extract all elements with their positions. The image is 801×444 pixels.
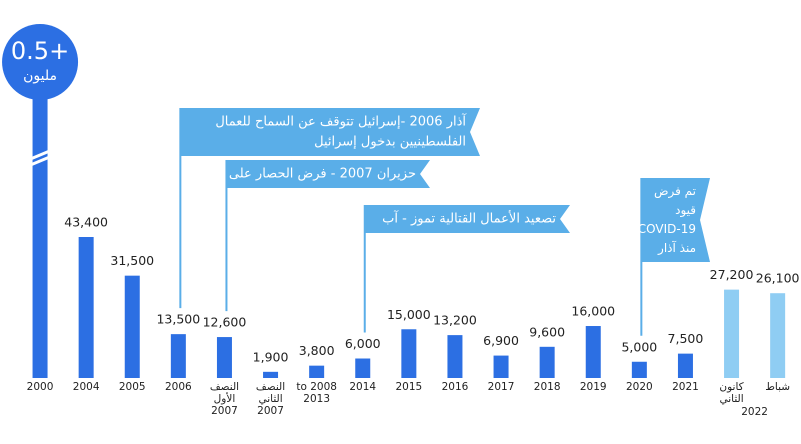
bar	[124, 275, 140, 378]
value-label: 7,500	[668, 331, 704, 346]
x-tick-label: 2006	[165, 381, 192, 393]
x-tick-label: 2016	[442, 381, 469, 393]
value-label: 6,000	[345, 336, 381, 351]
value-label: 3,800	[299, 343, 335, 358]
value-label: 31,500	[110, 253, 154, 268]
annotation-text: قيود	[675, 203, 696, 218]
axis-break	[27, 154, 53, 168]
x-group-label: 2022	[741, 406, 768, 418]
x-tick-label: النصف الأول 2007	[210, 381, 239, 417]
x-tick-label: 2020	[626, 381, 653, 393]
x-tick-label: 2019	[580, 381, 607, 393]
annotation-text: منذ آذار	[657, 240, 696, 256]
bar	[447, 335, 463, 378]
x-tick-label: شباط	[765, 381, 790, 393]
bar	[724, 289, 740, 378]
x-tick-label: 2004	[73, 381, 100, 393]
bar	[32, 70, 48, 378]
x-tick-label: 2005	[119, 381, 146, 393]
value-label: 5,000	[621, 339, 657, 354]
bar	[585, 326, 601, 378]
x-tick-label: 2015	[395, 381, 422, 393]
x-tick-label: كانون الثاني	[719, 381, 743, 405]
value-label: 27,200	[710, 267, 754, 282]
value-label: 0.5+ مليون	[11, 37, 69, 84]
bar	[170, 334, 186, 378]
value-label: 6,900	[483, 333, 519, 348]
bar	[539, 346, 555, 378]
value-label: 16,000	[571, 304, 615, 319]
annotation-text: تم فرض	[654, 184, 696, 199]
bar	[309, 365, 325, 378]
value-label: 12,600	[203, 315, 247, 330]
bar	[263, 371, 279, 378]
bar	[401, 329, 417, 378]
annotation-flag	[364, 205, 570, 233]
bar	[216, 337, 232, 378]
x-tick-label: 2000	[27, 381, 54, 393]
x-tick-label: 2008 to 2013	[296, 381, 337, 405]
value-label: 15,000	[387, 307, 431, 322]
annotation-text: حزيران 2007 - فرض الحصار على غزة	[204, 167, 416, 182]
value-badge	[2, 24, 79, 100]
annotation-flag	[226, 160, 430, 188]
bar	[631, 361, 647, 378]
bar	[78, 237, 94, 378]
value-label: 26,100	[756, 271, 800, 286]
bar	[770, 293, 786, 378]
value-label: 13,500	[156, 312, 200, 327]
annotation-text: آذار 2006 -إسرائيل تتوقف عن السماح للعما…	[215, 113, 467, 130]
value-label: 1,900	[253, 349, 289, 364]
value-label: 13,200	[433, 313, 477, 328]
bar	[677, 353, 693, 378]
x-tick-label: النصف الثاني 2007	[256, 381, 285, 417]
x-tick-label: 2017	[488, 381, 515, 393]
x-tick-label: 2018	[534, 381, 561, 393]
x-tick-label: 2021	[672, 381, 699, 393]
annotation-text: الفلسطينيين بدخول إسرائيل	[314, 135, 466, 150]
annotation-flag	[180, 108, 480, 156]
value-label: 9,600	[529, 324, 565, 339]
axis-break	[27, 148, 53, 162]
bar	[355, 358, 371, 378]
value-label: 43,400	[64, 215, 108, 230]
x-tick-label: 2014	[349, 381, 376, 393]
bar	[493, 355, 509, 378]
annotation-flag	[641, 178, 710, 262]
annotation-text: تصعيد الأعمال القتالية تموز - آب	[382, 210, 556, 227]
annotation-text: COVID-19	[638, 222, 696, 236]
